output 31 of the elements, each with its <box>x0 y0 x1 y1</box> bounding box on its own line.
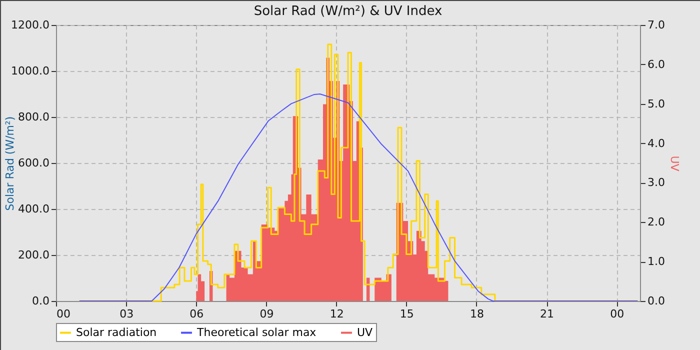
y2-tick-label: 2.0 <box>648 216 665 229</box>
x-tick-label: 15 <box>400 308 414 320</box>
x-tick-label: 21 <box>540 308 554 320</box>
x-tick-label: 18 <box>470 308 484 320</box>
legend-label: Solar radiation <box>76 326 157 339</box>
y2-tick-label: 4.0 <box>648 136 665 150</box>
x-tick-label: 09 <box>260 308 274 320</box>
y2-tick-label: 1.0 <box>648 255 665 268</box>
legend-label: UV <box>357 326 374 339</box>
x-tick-label: 00 <box>56 308 70 320</box>
y-tick-label: 600.0 <box>18 156 50 170</box>
y-tick-label: 1000.0 <box>11 64 50 78</box>
x-tick-label: 00 <box>610 308 624 320</box>
y2-tick-label: 7.0 <box>648 18 665 32</box>
y-tick-label: 200.0 <box>18 248 50 262</box>
y2-axis-title: UV <box>668 156 681 172</box>
y-axis-title: Solar Rad (W/m²) <box>4 116 16 211</box>
x-tick-label: 12 <box>330 308 344 320</box>
y2-tick-label: 0.0 <box>648 294 665 308</box>
y-tick-label: 0.0 <box>32 294 50 308</box>
y-tick-label: 1200.0 <box>11 18 50 32</box>
y-tick-label: 400.0 <box>18 202 50 216</box>
legend-label: Theoretical solar max <box>196 326 317 339</box>
y2-tick-label: 5.0 <box>648 97 665 110</box>
x-tick-label: 06 <box>190 308 204 320</box>
line-series <box>78 94 638 302</box>
y2-tick-label: 3.0 <box>648 176 665 190</box>
y2-tick-label: 6.0 <box>648 58 665 71</box>
x-tick-label: 03 <box>120 308 134 320</box>
chart-title: Solar Rad (W/m²) & UV Index <box>254 4 442 19</box>
y-tick-label: 800.0 <box>18 110 50 124</box>
